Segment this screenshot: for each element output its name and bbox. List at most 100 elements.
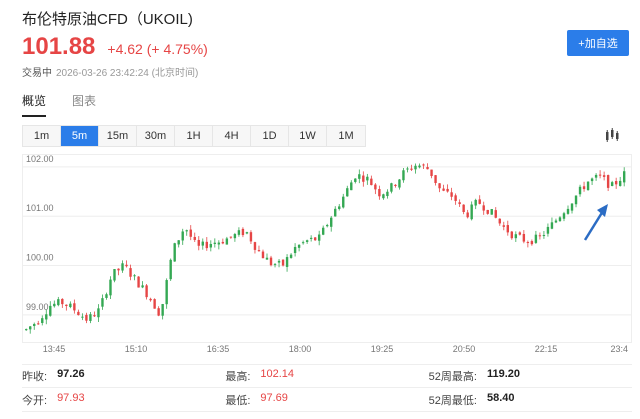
stat-prev-close: 昨收: 97.26 [22,368,85,383]
candle [141,285,144,288]
view-tabs: 概览 图表 [22,92,96,117]
instrument-title: 布伦特原油CFD（UKOIL) [22,11,193,28]
candle [101,298,104,307]
candle [189,229,192,237]
candle [474,199,477,206]
interval-1h[interactable]: 1H [175,126,213,146]
interval-5m[interactable]: 5m [61,126,99,146]
candle [394,184,397,186]
candle [366,176,369,181]
candle [614,181,618,185]
candle [386,191,389,197]
candle [422,164,425,166]
y-tick-label: 101.00 [26,203,54,213]
candle [237,230,241,235]
candle [161,304,164,316]
candle [253,242,257,250]
candle [582,186,586,190]
candle [610,182,614,187]
x-tick-label: 19:25 [371,344,394,354]
candle [117,268,120,271]
candle [382,194,385,199]
price-row: 101.88 +4.62 (+ 4.75%) [22,33,208,61]
candle [297,244,301,248]
interval-1m[interactable]: 1m [23,126,61,146]
interval-1d[interactable]: 1D [251,126,289,146]
candle [113,269,116,281]
status-label: 交易中 [22,68,52,79]
candle [85,314,88,321]
candle [350,182,353,191]
annotation-arrowhead [597,204,608,217]
interval-30m[interactable]: 30m [137,126,175,146]
interval-1mo[interactable]: 1M [327,126,365,146]
candle [265,257,269,260]
candle [129,268,132,277]
candle [177,240,180,245]
candle [562,213,566,219]
interval-4h[interactable]: 4H [213,126,251,146]
stat-open: 今开: 97.93 [22,391,85,407]
price-chart[interactable]: 102.00 101.00 100.00 99.00 13:45 15:10 16:35 18… [22,154,632,354]
candle [378,189,381,197]
candle [522,233,526,242]
candle [29,326,32,330]
candle [334,208,337,217]
candle [57,299,60,306]
add-watchlist-button[interactable]: +加自选 [567,30,629,56]
candle [370,178,373,186]
stats-table: 昨收: 97.26 最高: 102.14 52周最高: 119.20 今开: 97.93… [22,364,632,412]
y-tick-label: 100.00 [26,253,54,263]
candle [245,232,249,234]
candle [546,226,550,234]
interval-15m[interactable]: 15m [99,126,137,146]
candle [574,195,578,205]
candle [305,240,309,242]
candle [338,206,341,209]
candle [317,234,321,241]
candle [550,222,554,229]
tab-chart[interactable]: 图表 [72,94,97,108]
candle [410,168,413,170]
stats-row: 今开: 97.93 最低: 97.69 52周最低: 58.40 [22,388,632,412]
candle [606,175,610,188]
candle [225,238,229,245]
candle [205,241,208,249]
candle [362,175,365,182]
tab-overview[interactable]: 概览 [22,92,47,117]
candle [602,175,606,177]
chart-type-icon[interactable] [604,127,620,143]
candle [530,241,534,245]
candle [301,242,305,244]
candle [33,323,36,327]
candle [137,276,140,288]
candle [462,204,465,213]
candle [518,232,522,235]
candle [486,209,489,214]
candle [293,246,297,254]
interval-1w[interactable]: 1W [289,126,327,146]
candle [418,165,421,168]
candle [558,217,562,222]
candle [269,257,273,266]
candle [450,192,453,197]
candle [342,196,345,208]
candle [157,308,160,316]
candle [578,186,582,195]
candle [73,303,76,311]
candle [506,225,509,233]
candle [97,308,100,318]
candle [478,199,481,204]
candle [358,174,361,179]
candle [109,279,112,296]
candle [261,251,265,259]
candle [586,181,590,191]
candle [289,254,293,258]
candle [402,170,405,181]
x-tick-label: 20:50 [453,344,476,354]
candle [542,235,546,237]
candle [346,188,349,197]
candle [37,323,40,325]
candle [398,179,401,188]
candle [594,174,598,178]
